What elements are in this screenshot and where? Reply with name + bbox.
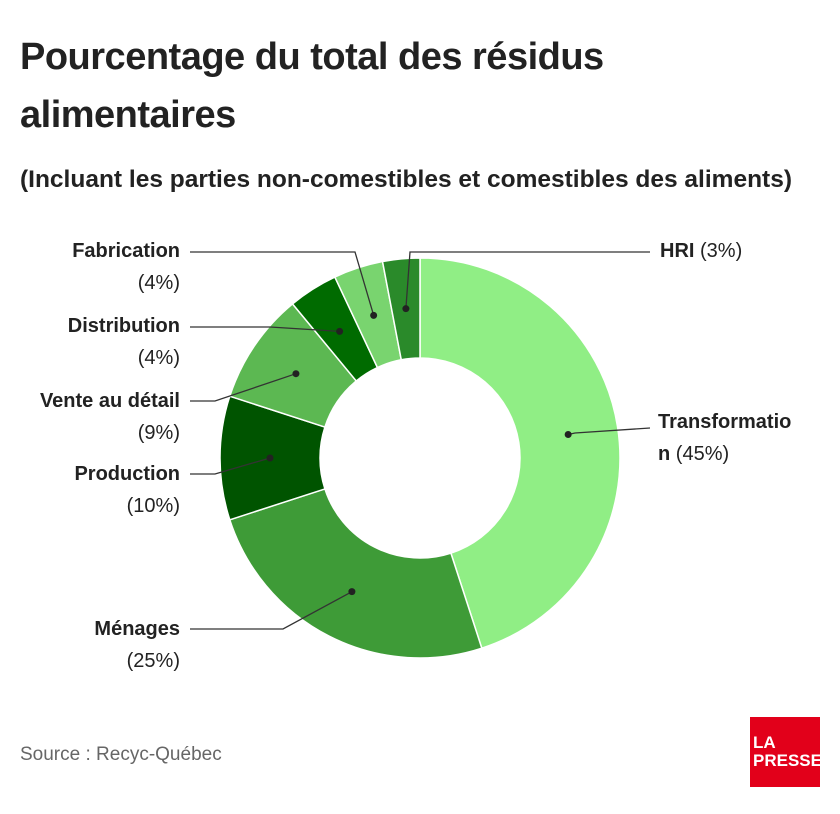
leader-dot xyxy=(370,311,378,319)
slice-label-percent: (45%) xyxy=(675,443,730,465)
leader-dot xyxy=(336,327,344,335)
donut-slice-hri xyxy=(381,257,421,361)
chart-subtitle: (Incluant les parties non-comestibles et… xyxy=(20,166,792,193)
la-presse-logo: LA PRESSE xyxy=(750,717,822,787)
leader-line xyxy=(190,251,375,316)
slice-label-name: Fabrication xyxy=(72,240,180,262)
slice-label-percent: (10%) xyxy=(126,495,180,517)
chart-title: Pourcentage du total des résidus aliment… xyxy=(20,36,604,136)
leader-line xyxy=(405,251,650,309)
leader-dot xyxy=(292,370,300,378)
slice-label-percent: (3%) xyxy=(700,240,743,262)
leader-dot xyxy=(348,588,356,596)
donut-slice-transformation xyxy=(419,257,621,650)
slice-label-percent: (25%) xyxy=(126,650,180,672)
slice-label-name: Distribution xyxy=(67,315,180,337)
slice-label-percent: (4%) xyxy=(137,347,180,369)
slice-label-name-cont: n xyxy=(658,443,676,465)
slice-label-name: Production xyxy=(74,463,180,485)
slice-label-fabrication: Fabrication (4%) xyxy=(20,235,180,299)
leader-line xyxy=(190,457,271,475)
leader-line xyxy=(190,591,353,630)
donut-slices xyxy=(219,257,621,659)
leader-lines xyxy=(190,251,651,630)
leader-dot xyxy=(266,454,274,462)
slice-label-hri: HRI (3%) xyxy=(660,235,810,267)
slice-label-distribution: Distribution (4%) xyxy=(20,310,180,374)
slice-label-percent: (9%) xyxy=(137,422,180,444)
leader-line xyxy=(190,326,340,332)
slice-label-name: Ménages xyxy=(94,618,180,640)
leader-line xyxy=(190,373,297,402)
slice-label-percent: (4%) xyxy=(137,272,180,294)
slice-label-transformation: Transformatio n (45%) xyxy=(658,406,818,470)
logo-line-1: LA xyxy=(753,733,776,752)
slice-label-name: HRI xyxy=(660,240,695,262)
logo-line-2: PRESSE xyxy=(753,751,822,770)
slice-label-menages: Ménages (25%) xyxy=(20,613,180,677)
leader-dot xyxy=(564,431,572,439)
source-note: Source : Recyc-Québec xyxy=(20,744,222,765)
donut-slice-m-nages xyxy=(228,487,483,659)
slice-label-production: Production (10%) xyxy=(20,458,180,522)
leader-dot xyxy=(402,305,410,313)
slice-label-vente-au-detail: Vente au détail (9%) xyxy=(10,385,180,449)
slice-label-name: Transformatio xyxy=(658,411,792,433)
slice-label-name: Transformatio n (45%) xyxy=(658,406,808,470)
slice-label-name: Vente au détail xyxy=(39,390,180,412)
